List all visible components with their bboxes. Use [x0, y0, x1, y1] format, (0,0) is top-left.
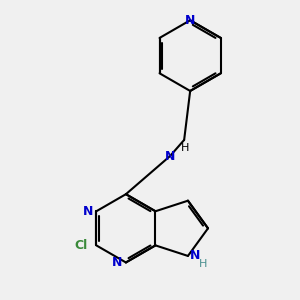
Text: N: N	[185, 14, 195, 27]
Text: N: N	[112, 256, 123, 269]
Text: N: N	[165, 149, 175, 163]
Text: N: N	[83, 205, 93, 218]
Text: H: H	[181, 143, 190, 153]
Text: N: N	[190, 249, 200, 262]
Text: Cl: Cl	[74, 239, 88, 252]
Text: H: H	[199, 259, 207, 269]
